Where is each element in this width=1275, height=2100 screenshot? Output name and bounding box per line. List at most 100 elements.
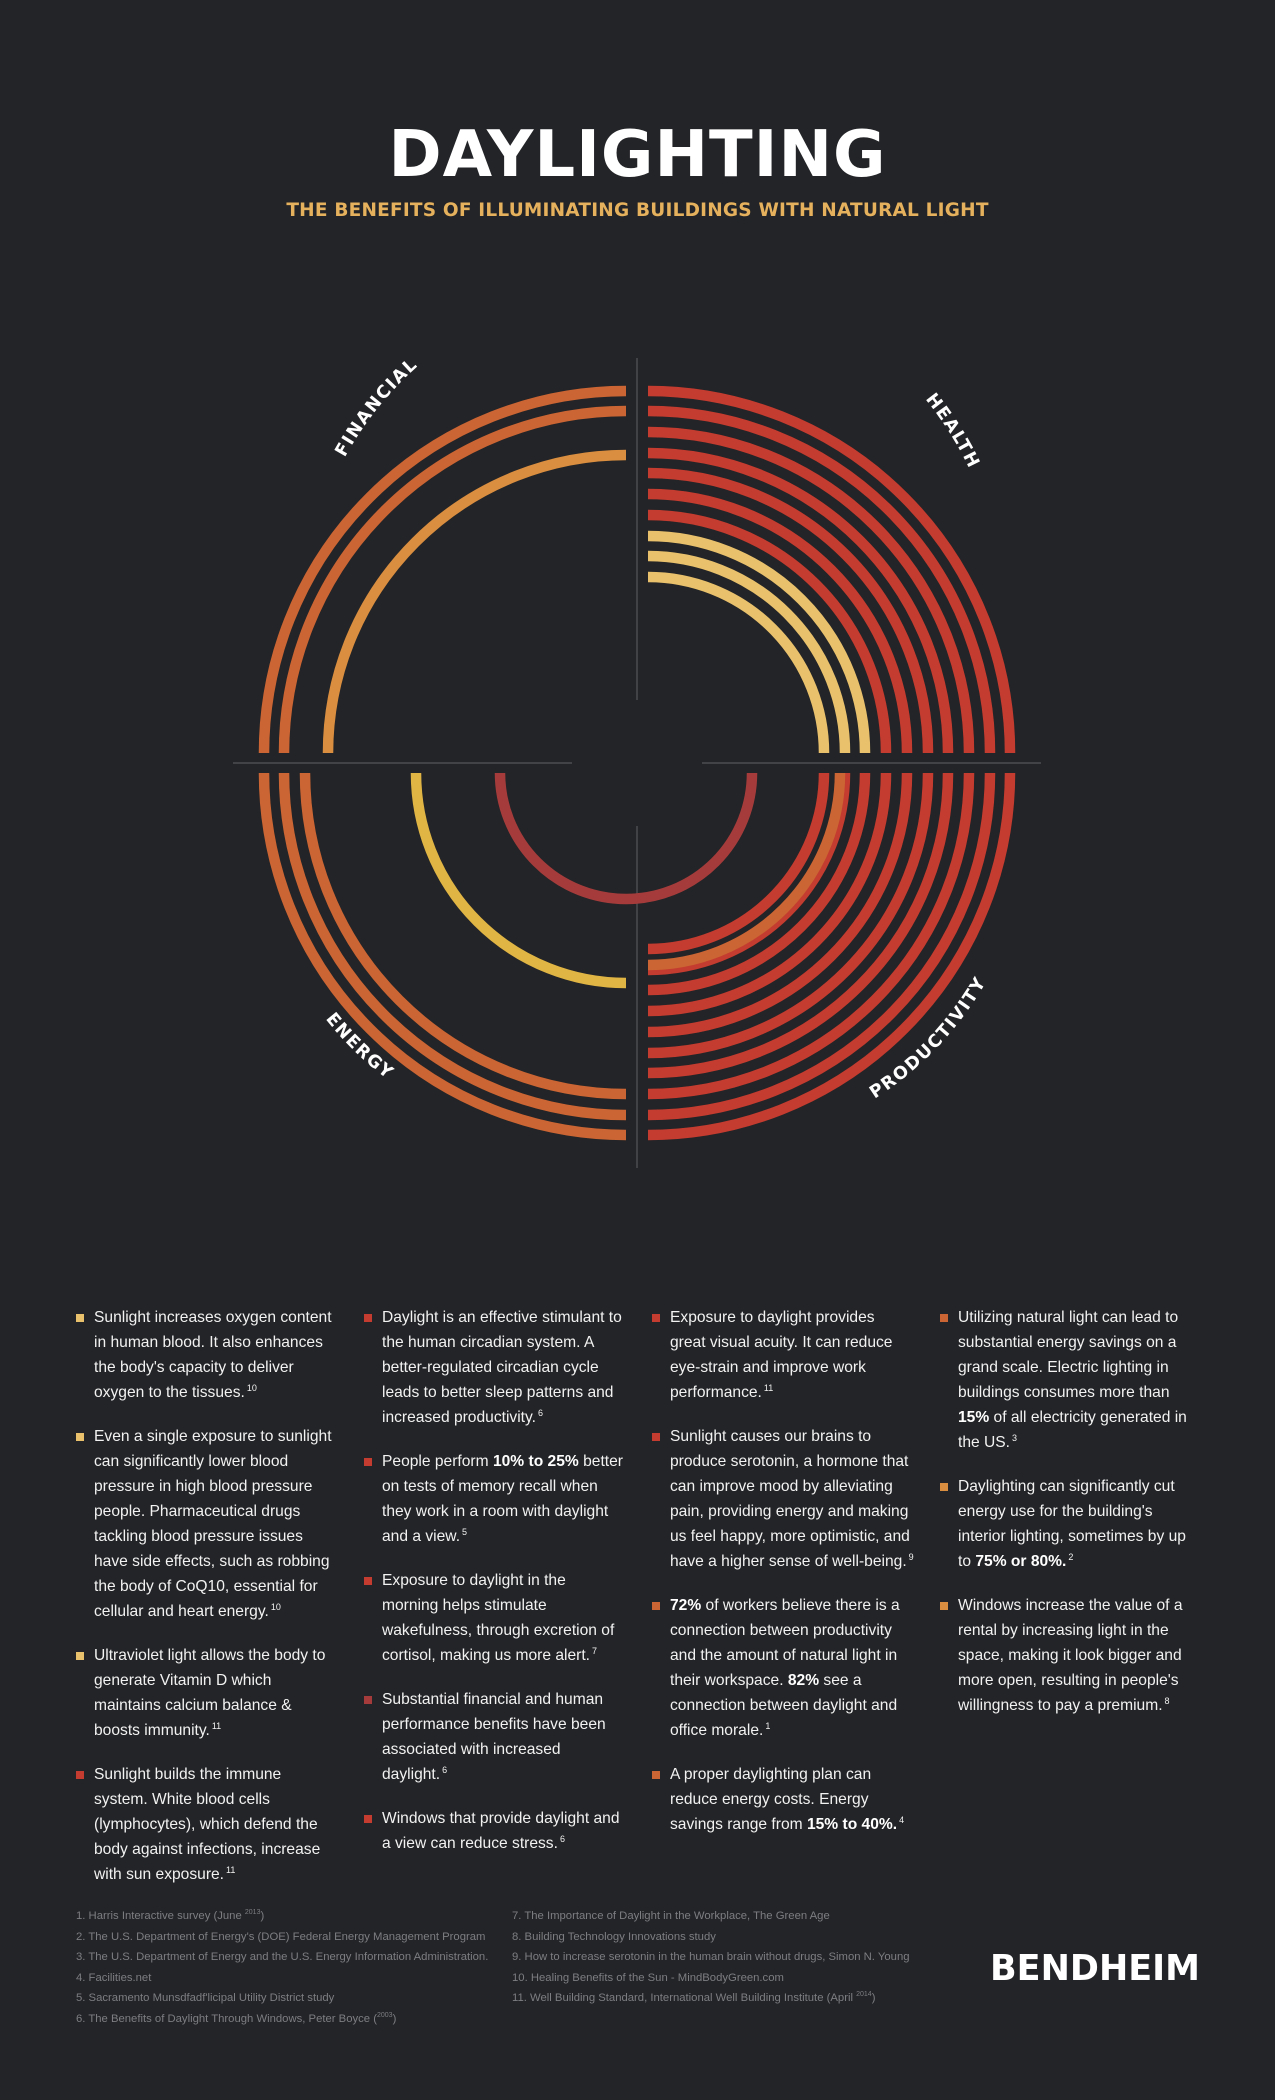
footnote: 11. Well Building Standard, Internationa… bbox=[512, 1991, 876, 2004]
footnote: 8. Building Technology Innovations study bbox=[512, 1930, 716, 1943]
benefit-text: Even a single exposure to sunlight can s… bbox=[94, 1428, 332, 1620]
benefit-stat: 15% bbox=[958, 1409, 990, 1426]
bullet-square-icon bbox=[652, 1433, 660, 1441]
benefit-text: of all electricity generated in the US. bbox=[958, 1409, 1187, 1451]
benefit-stat: 75% or 80%. bbox=[975, 1553, 1067, 1570]
page-title: DAYLIGHTING bbox=[388, 118, 887, 192]
arc-financial-2 bbox=[278, 405, 627, 754]
reference-number: 6 bbox=[538, 1407, 544, 1418]
arc-health-9 bbox=[647, 550, 851, 754]
benefit-column-1: Sunlight increases oxygen content in hum… bbox=[76, 1305, 338, 1906]
footnote: 10. Healing Benefits of the Sun - MindBo… bbox=[512, 1971, 784, 1984]
arc-energy-1 bbox=[258, 772, 627, 1141]
benefit-item: Substantial financial and human performa… bbox=[364, 1687, 626, 1787]
reference-number: 9 bbox=[908, 1551, 914, 1562]
bullet-square-icon bbox=[364, 1577, 372, 1585]
benefit-text: Ultraviolet light allows the body to gen… bbox=[94, 1647, 326, 1739]
footnote: 1. Harris Interactive survey (June 2013) bbox=[76, 1909, 265, 1922]
benefit-stat: 15% to 40%. bbox=[806, 1816, 898, 1833]
arc-productivity-11 bbox=[647, 772, 846, 971]
benefit-stat: 10% to 25% bbox=[492, 1453, 579, 1470]
benefit-item: 72% of workers believe there is a connec… bbox=[652, 1593, 914, 1743]
arc-productivity-4 bbox=[647, 772, 954, 1079]
reference-number: 11 bbox=[211, 1720, 222, 1731]
diagram-axes bbox=[233, 358, 1041, 1168]
bullet-square-icon bbox=[364, 1314, 372, 1322]
benefit-item: Windows that provide daylight and a view… bbox=[364, 1806, 626, 1856]
benefit-text: Windows increase the value of a rental b… bbox=[958, 1597, 1183, 1714]
bullet-square-icon bbox=[940, 1314, 948, 1322]
bendheim-logo: BENDHEIM bbox=[990, 1948, 1200, 1986]
bullet-square-icon bbox=[652, 1771, 660, 1779]
page-subtitle: THE BENEFITS OF ILLUMINATING BUILDINGS W… bbox=[286, 200, 989, 221]
footnotes-left: 1. Harris Interactive survey (June 2013)… bbox=[76, 1906, 488, 2029]
arc-health-6 bbox=[647, 488, 913, 754]
benefit-item: Even a single exposure to sunlight can s… bbox=[76, 1424, 338, 1624]
reference-number: 8 bbox=[1164, 1695, 1170, 1706]
benefit-column-2: Daylight is an effective stimulant to th… bbox=[364, 1305, 626, 1875]
arc-financial-3 bbox=[322, 449, 627, 754]
reference-number: 3 bbox=[1012, 1432, 1018, 1443]
footnote: 2. The U.S. Department of Energy's (DOE)… bbox=[76, 1930, 486, 1943]
reference-number: 11 bbox=[763, 1382, 774, 1393]
arc-productivity-8 bbox=[647, 772, 871, 996]
footnote: 6. The Benefits of Daylight Through Wind… bbox=[76, 2011, 397, 2025]
benefit-text: Sunlight increases oxygen content in hum… bbox=[94, 1309, 332, 1401]
benefit-text: better on tests of memory recall when th… bbox=[382, 1453, 623, 1545]
benefit-column-3: Exposure to daylight provides great visu… bbox=[652, 1305, 914, 1856]
footnote: 5. Sacramento Munsdfadf'licipal Utility … bbox=[76, 1992, 335, 2004]
label-health: HEALTH bbox=[921, 390, 983, 472]
label-financial: FINANCIAL bbox=[332, 354, 422, 460]
benefit-item: People perform 10% to 25% better on test… bbox=[364, 1449, 626, 1549]
arc-productivity-6 bbox=[647, 772, 913, 1038]
benefit-item: Sunlight builds the immune system. White… bbox=[76, 1762, 338, 1887]
reference-number: 2 bbox=[1068, 1551, 1074, 1562]
daylighting-benefits-diagram: FINANCIAL HEALTH ENERGY PRODUCTIVITY bbox=[233, 354, 1041, 1168]
arc-health-7 bbox=[647, 509, 892, 754]
reference-number: 5 bbox=[462, 1526, 468, 1537]
bullet-square-icon bbox=[364, 1815, 372, 1823]
arc-health-3 bbox=[647, 426, 975, 754]
arc-energy-4 bbox=[410, 772, 627, 989]
bullet-square-icon bbox=[76, 1314, 84, 1322]
bullet-square-icon bbox=[76, 1433, 84, 1441]
arc-health-5 bbox=[647, 467, 934, 754]
svg-text:BENDHEIM: BENDHEIM bbox=[990, 1948, 1200, 1986]
arc-energy-5 bbox=[494, 772, 758, 905]
reference-number: 10 bbox=[270, 1601, 281, 1612]
benefit-item: Ultraviolet light allows the body to gen… bbox=[76, 1643, 338, 1743]
reference-number: 7 bbox=[592, 1645, 598, 1656]
reference-number: 6 bbox=[559, 1833, 565, 1844]
footnote: 9. How to increase serotonin in the huma… bbox=[512, 1951, 910, 1963]
arc-energy-3 bbox=[299, 772, 627, 1100]
benefit-text: Utilizing natural light can lead to subs… bbox=[958, 1309, 1179, 1401]
bullet-square-icon bbox=[940, 1483, 948, 1491]
arc-financial-1 bbox=[258, 385, 627, 754]
bullet-square-icon bbox=[652, 1314, 660, 1322]
arc-health-2 bbox=[647, 405, 996, 754]
bullet-square-icon bbox=[364, 1458, 372, 1466]
benefit-text: Substantial financial and human performa… bbox=[382, 1691, 606, 1783]
benefit-arcs bbox=[258, 385, 1016, 1141]
reference-number: 4 bbox=[899, 1814, 905, 1825]
benefit-text: Exposure to daylight provides great visu… bbox=[670, 1309, 893, 1401]
arc-health-8 bbox=[647, 530, 871, 754]
bullet-square-icon bbox=[76, 1771, 84, 1779]
benefit-text: Exposure to daylight in the morning help… bbox=[382, 1572, 615, 1664]
bullet-square-icon bbox=[940, 1602, 948, 1610]
benefit-text: Daylight is an effective stimulant to th… bbox=[382, 1309, 622, 1426]
arc-productivity-10 bbox=[647, 772, 830, 955]
benefit-item: A proper daylighting plan can reduce ene… bbox=[652, 1762, 914, 1837]
bullet-square-icon bbox=[76, 1652, 84, 1660]
reference-number: 11 bbox=[226, 1864, 236, 1875]
benefit-item: Windows increase the value of a rental b… bbox=[940, 1593, 1202, 1718]
benefit-text: A proper daylighting plan can reduce ene… bbox=[670, 1766, 872, 1833]
benefit-column-4: Utilizing natural light can lead to subs… bbox=[940, 1305, 1202, 1737]
arc-health-1 bbox=[647, 385, 1016, 754]
footnotes-right: 7. The Importance of Daylight in the Wor… bbox=[512, 1906, 910, 2009]
benefit-item: Utilizing natural light can lead to subs… bbox=[940, 1305, 1202, 1455]
benefit-stat: 72% bbox=[670, 1597, 702, 1614]
footnote: 4. Facilities.net bbox=[76, 1971, 152, 1984]
benefit-item: Exposure to daylight provides great visu… bbox=[652, 1305, 914, 1405]
arc-health-4 bbox=[647, 447, 954, 754]
